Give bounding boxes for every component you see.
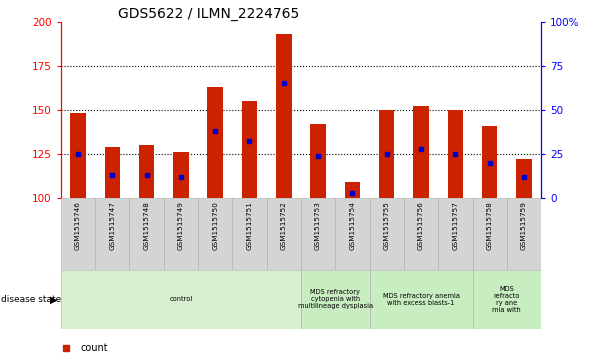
Text: GSM1515749: GSM1515749 (178, 201, 184, 250)
Bar (472, 270, 541, 329)
Bar (301, 270, 370, 329)
Bar (139, 145, 154, 198)
Text: GSM1515748: GSM1515748 (143, 201, 150, 250)
Bar (164, 198, 198, 270)
Bar (379, 110, 395, 198)
Bar (438, 198, 472, 270)
Bar (207, 87, 223, 198)
Bar (301, 198, 335, 270)
Text: count: count (80, 343, 108, 352)
Bar (61, 198, 95, 270)
Bar (335, 198, 370, 270)
Bar (311, 124, 326, 198)
Bar (198, 198, 232, 270)
Text: GSM1515746: GSM1515746 (75, 201, 81, 250)
Bar (482, 126, 497, 198)
Bar (516, 159, 531, 198)
Bar (61, 270, 301, 329)
Text: ▶: ▶ (50, 294, 58, 305)
Text: GSM1515751: GSM1515751 (246, 201, 252, 250)
Bar (276, 34, 291, 198)
Text: GSM1515750: GSM1515750 (212, 201, 218, 250)
Bar (345, 182, 360, 198)
Text: GSM1515754: GSM1515754 (350, 201, 356, 250)
Text: MDS
refracto
ry ane
mia with: MDS refracto ry ane mia with (492, 286, 521, 313)
Bar (404, 198, 438, 270)
Bar (472, 198, 507, 270)
Bar (95, 198, 130, 270)
Bar (447, 110, 463, 198)
Text: control: control (169, 297, 193, 302)
Text: GSM1515759: GSM1515759 (521, 201, 527, 250)
Bar (413, 106, 429, 198)
Text: GSM1515758: GSM1515758 (486, 201, 492, 250)
Text: GSM1515757: GSM1515757 (452, 201, 458, 250)
Bar (130, 198, 164, 270)
Text: MDS refractory anemia
with excess blasts-1: MDS refractory anemia with excess blasts… (382, 293, 460, 306)
Bar (173, 152, 188, 198)
Bar (267, 198, 301, 270)
Bar (232, 198, 267, 270)
Text: GSM1515752: GSM1515752 (281, 201, 287, 250)
Text: GSM1515747: GSM1515747 (109, 201, 116, 250)
Text: disease state: disease state (1, 295, 61, 304)
Text: MDS refractory
cytopenia with
multilineage dysplasia: MDS refractory cytopenia with multilinea… (298, 289, 373, 310)
Bar (242, 101, 257, 198)
Text: GDS5622 / ILMN_2224765: GDS5622 / ILMN_2224765 (119, 7, 300, 21)
Bar (105, 147, 120, 198)
Text: GSM1515756: GSM1515756 (418, 201, 424, 250)
Bar (507, 198, 541, 270)
Text: GSM1515755: GSM1515755 (384, 201, 390, 250)
Bar (370, 198, 404, 270)
Bar (71, 113, 86, 198)
Text: GSM1515753: GSM1515753 (315, 201, 321, 250)
Bar (370, 270, 472, 329)
